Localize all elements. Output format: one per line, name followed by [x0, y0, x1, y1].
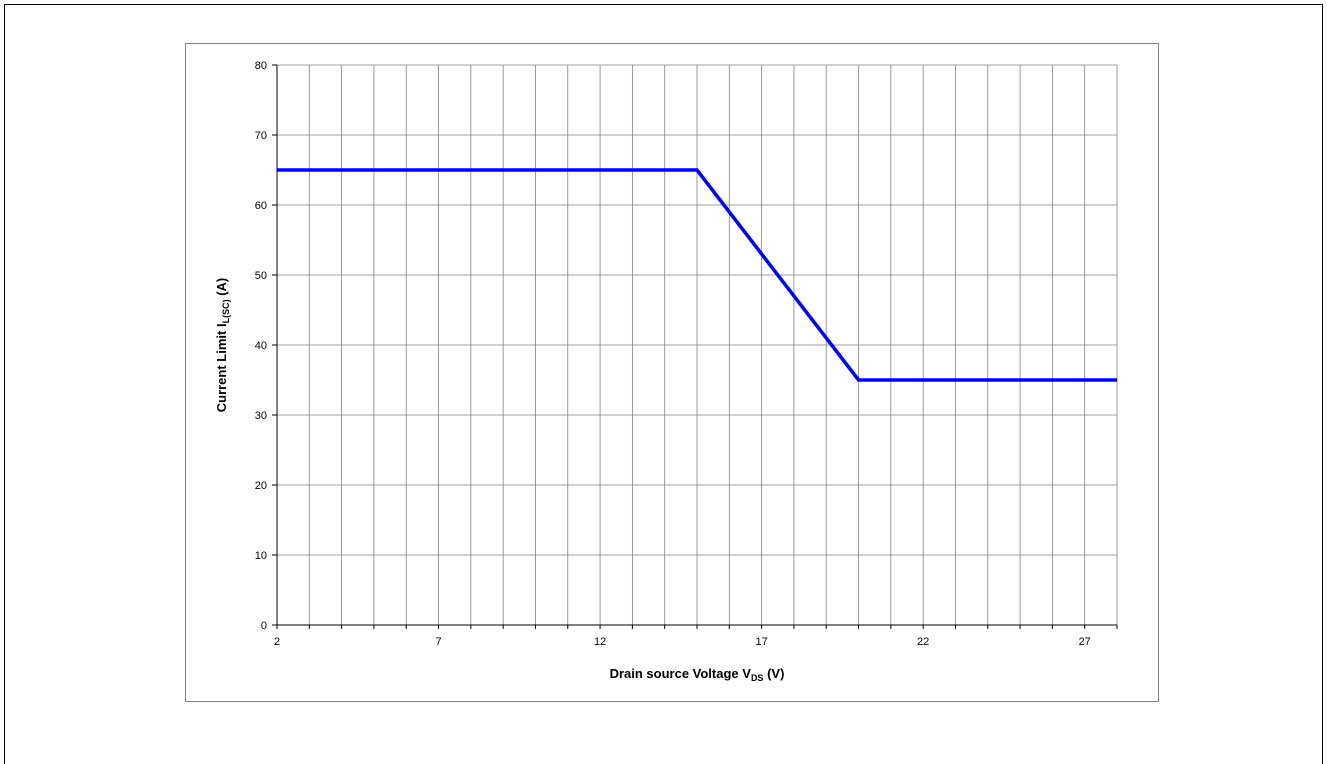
x-tick-label: 2	[274, 636, 280, 648]
y-tick-label: 80	[255, 60, 267, 72]
x-tick-label: 12	[594, 636, 606, 648]
y-tick-label: 30	[255, 410, 267, 422]
x-tick-label: 17	[755, 636, 767, 648]
y-tick-label: 10	[255, 550, 267, 562]
grid	[277, 64, 1118, 625]
axes	[272, 64, 1118, 629]
figure-frame	[4, 4, 1323, 764]
chart-area	[185, 43, 1159, 702]
y-tick-label: 50	[255, 270, 267, 282]
y-tick-label: 20	[255, 480, 267, 492]
x-tick-label: 7	[435, 636, 441, 648]
series-line	[277, 168, 1117, 382]
x-tick-label: 27	[1079, 636, 1091, 648]
x-axis-title: Drain source Voltage VDS (V)	[610, 666, 785, 683]
series-layer	[277, 168, 1117, 382]
y-axis-title: Current Limit IL(SC) (A)	[214, 278, 231, 413]
y-tick-label: 60	[255, 200, 267, 212]
y-tick-label: 70	[255, 130, 267, 142]
y-tick-label: 0	[261, 620, 267, 632]
x-tick-label: 22	[917, 636, 929, 648]
y-tick-label: 40	[255, 340, 267, 352]
